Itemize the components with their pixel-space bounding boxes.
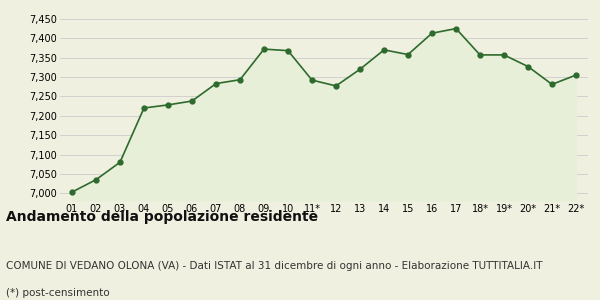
- Text: Andamento della popolazione residente: Andamento della popolazione residente: [6, 210, 318, 224]
- Text: (*) post-censimento: (*) post-censimento: [6, 288, 110, 298]
- Text: COMUNE DI VEDANO OLONA (VA) - Dati ISTAT al 31 dicembre di ogni anno - Elaborazi: COMUNE DI VEDANO OLONA (VA) - Dati ISTAT…: [6, 261, 542, 271]
